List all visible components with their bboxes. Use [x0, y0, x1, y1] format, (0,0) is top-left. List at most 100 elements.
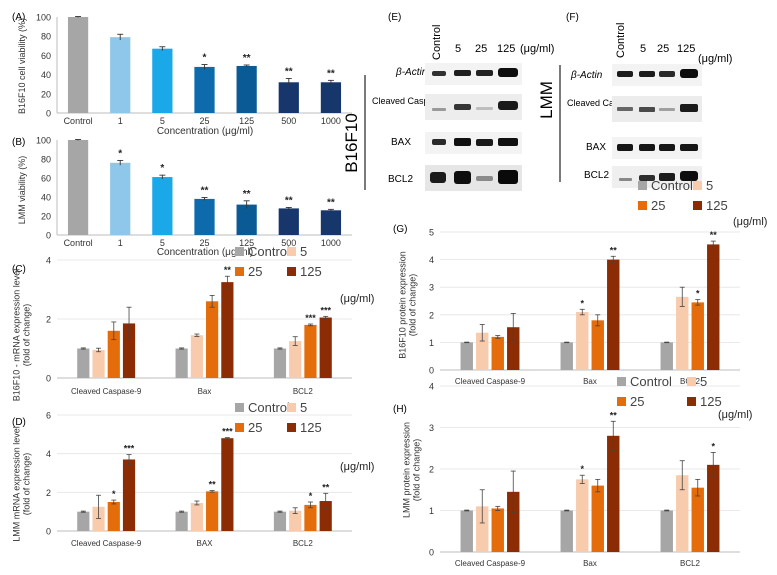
bar [607, 435, 620, 552]
blot-f-row-casp9: Cleaved Caspase-9 [567, 98, 646, 108]
panel-label-c: (C) [12, 264, 26, 275]
blot-e-units: (μg/ml) [520, 43, 554, 55]
y-tick-label: 4 [429, 382, 434, 392]
blot-e-actin-band [476, 70, 493, 76]
y-tick-label: 80 [41, 155, 51, 165]
y-tick-label: 4 [429, 255, 434, 265]
legend-swatch [617, 377, 626, 386]
category-label: 25 [199, 238, 209, 248]
significance-label: ** [243, 53, 251, 64]
y-tick-label: 4 [46, 449, 51, 459]
legend-label: 25 [248, 420, 262, 435]
category-label: 125 [239, 238, 254, 248]
legend-swatch [687, 377, 696, 386]
blot-f-actin-strip [612, 64, 702, 86]
bar [175, 511, 188, 531]
category-label: Cleaved Caspase-9 [71, 387, 142, 396]
blot-f-actin-band [639, 71, 655, 77]
category-label: 25 [199, 116, 209, 126]
panel-label-a: (A) [12, 12, 25, 23]
panel-label-d: (D) [12, 417, 26, 428]
y-axis-label-line: B16F10 - mRNA expression level [11, 269, 21, 402]
significance-label: * [118, 148, 122, 159]
legend-label: Control [630, 374, 672, 389]
bar [460, 342, 473, 370]
blot-e-lane-5: 5 [455, 43, 461, 55]
blot-f-actin-band [680, 69, 698, 78]
y-tick-label: 2 [429, 310, 434, 320]
blot-e-actin-band [454, 70, 471, 76]
blot-e-actin-band [432, 71, 446, 76]
significance-label: ** [201, 185, 209, 196]
bar [319, 317, 332, 378]
blot-e-lane-control: Control [431, 25, 443, 60]
bar [320, 210, 342, 235]
blot-e-cell-line: B16F10 [342, 113, 361, 173]
significance-label: ** [285, 66, 293, 77]
legend-label: 25 [630, 394, 644, 409]
bar [152, 177, 173, 235]
bar [691, 302, 704, 370]
bar [576, 312, 589, 370]
bar [707, 244, 720, 370]
category-label: Cleaved Caspase-9 [71, 539, 142, 548]
significance-label: *** [124, 444, 135, 454]
category-label: Bax [198, 387, 212, 396]
blot-f-bcl2-band [659, 173, 675, 181]
blot-f-bcl2-band [680, 171, 698, 181]
y-tick-label: 0 [429, 366, 434, 376]
bar [591, 320, 604, 370]
bar [591, 485, 604, 552]
legend-swatch [287, 267, 296, 276]
blot-f-bax-band [680, 144, 698, 151]
legend-swatch [235, 403, 244, 412]
bar [273, 511, 287, 531]
bar [110, 162, 131, 235]
x-axis-label: Concentration (μg/ml) [157, 126, 253, 137]
bar [273, 348, 287, 378]
y-tick-label: 0 [429, 548, 434, 558]
y-tick-label: 100 [36, 136, 51, 146]
significance-label: ** [224, 265, 232, 275]
bar [190, 502, 203, 531]
significance-label: *** [305, 313, 316, 323]
blot-e-actin-band [498, 68, 518, 77]
legend-swatch [287, 403, 296, 412]
legend-label: 125 [706, 198, 728, 213]
category-label: Bax [583, 559, 597, 568]
bar [194, 66, 215, 113]
category-label: Bax [583, 377, 597, 386]
legend-label: 5 [300, 400, 307, 415]
blot-e-row-bcl2: BCL2 [388, 174, 413, 185]
bar [107, 502, 120, 531]
x-axis-label: Concentration (μg/ml) [157, 247, 253, 258]
significance-label: ** [327, 68, 335, 79]
legend-label: 25 [651, 198, 665, 213]
significance-label: * [309, 491, 313, 501]
y-axis-label: B16F10 protein expression(fold of change… [397, 251, 417, 359]
significance-label: ** [322, 482, 330, 492]
blot-f-casp9-band [639, 107, 655, 112]
bar [67, 140, 89, 235]
y-axis-label-line: (fold of change) [22, 304, 32, 367]
significance-label: * [580, 298, 584, 308]
chart-b: (B) 0 20 40 60 80 100 LMM viability (%) Concentr… [12, 136, 352, 258]
blot-f-casp9-band [680, 104, 698, 112]
category-label: Cleaved Caspase-9 [455, 559, 526, 568]
category-label: BCL2 [680, 559, 701, 568]
significance-label: * [580, 464, 584, 474]
bar [206, 491, 219, 531]
blot-f-lane-125: 125 [677, 43, 695, 55]
y-tick-label: 3 [429, 423, 434, 433]
significance-label: ** [209, 480, 217, 490]
blot-f-casp9-band [659, 108, 675, 111]
bar [278, 208, 299, 235]
category-label: Control [64, 238, 93, 248]
blot-f-bcl2-strip [612, 166, 702, 188]
blot-e-bax-band [498, 138, 518, 146]
y-tick-label: 20 [41, 89, 51, 99]
blot-f-bcl2-band [639, 175, 655, 181]
y-axis-label-line: (fold of change) [408, 274, 418, 337]
legend-swatch [617, 397, 626, 406]
